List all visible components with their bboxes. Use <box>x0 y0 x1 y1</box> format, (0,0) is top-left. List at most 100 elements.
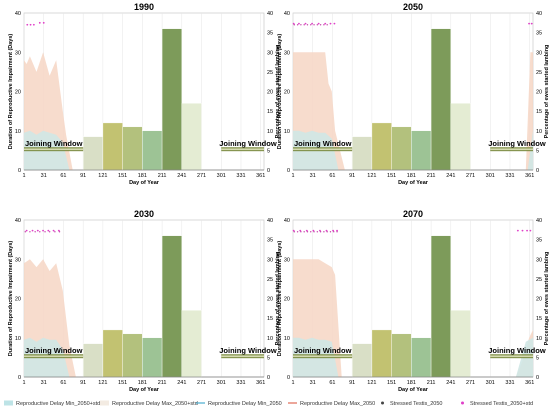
stressed-testis-std-point <box>516 229 519 232</box>
x-tick-label: 31 <box>310 380 316 386</box>
stressed-testis-point <box>310 24 312 26</box>
x-tick-label: 121 <box>98 380 107 386</box>
stressed-testis-std-point <box>52 229 55 232</box>
chart-panel-2070: Joining Window Joining Window 1 31 61 91 121 15… <box>277 209 550 393</box>
x-tick-label: 271 <box>197 380 206 386</box>
y2-tick-label: 15 <box>536 109 542 115</box>
x-tick-label: 151 <box>387 173 396 179</box>
x-tick-label: 241 <box>446 173 455 179</box>
y2-tick-label: 10 <box>267 129 273 135</box>
stressed-testis-point <box>300 24 302 26</box>
y2-tick-label: 15 <box>267 109 273 115</box>
y2-tick-label: 40 <box>267 218 273 224</box>
joining-window-label: Joining Window <box>294 346 352 355</box>
y2-tick-label: 25 <box>536 277 542 283</box>
lambing-bar <box>391 126 412 171</box>
y-tick-label: 0 <box>287 168 290 174</box>
y2-tick-label: 0 <box>536 375 539 381</box>
y2-tick-label: 10 <box>536 336 542 342</box>
x-tick-label: 31 <box>310 173 316 179</box>
chart-title: 2030 <box>134 209 154 219</box>
x-axis-label: Day of Year <box>129 180 160 186</box>
joining-window-label: Joining Window <box>488 346 546 355</box>
lambing-bar <box>161 235 183 378</box>
stressed-testis-point <box>303 24 305 26</box>
stressed-testis-point <box>293 231 296 233</box>
y2-axis-label: Percentage of ewes started lambing <box>544 45 550 139</box>
stressed-testis-std-point <box>304 22 307 25</box>
y2-tick-label: 40 <box>536 218 542 224</box>
x-tick-label: 301 <box>217 173 226 179</box>
x-tick-label: 121 <box>367 173 376 179</box>
stressed-testis-std-point <box>332 229 335 232</box>
joining-window-highlight <box>24 355 84 357</box>
reproductive-delay-min-std-band <box>293 130 533 170</box>
y-axis-label: Duration of Reproductive Impairment (Day… <box>277 34 283 150</box>
y2-tick-label: 10 <box>536 129 542 135</box>
stressed-testis-point <box>300 231 302 233</box>
y2-tick-label: 20 <box>267 90 273 96</box>
y-tick-label: 30 <box>15 50 21 56</box>
x-tick-label: 151 <box>387 380 396 386</box>
lambing-bar <box>411 337 432 378</box>
x-tick-label: 331 <box>505 380 514 386</box>
x-tick-label: 1 <box>291 380 294 386</box>
lambing-bar <box>181 103 202 171</box>
x-tick-label: 1 <box>291 173 294 179</box>
stressed-testis-std-point <box>528 22 530 25</box>
stressed-testis-std-point <box>317 22 320 25</box>
y2-tick-label: 0 <box>536 168 539 174</box>
x-tick-label: 151 <box>118 380 127 386</box>
y-tick-label: 20 <box>15 297 21 303</box>
x-tick-label: 61 <box>60 380 66 386</box>
joining-window-highlight <box>293 355 353 357</box>
stressed-testis-point <box>319 24 322 26</box>
y2-axis-label: Percentage of ewes started lambing <box>544 252 550 346</box>
x-tick-label: 121 <box>367 380 376 386</box>
x-tick-label: 1 <box>22 173 25 179</box>
stressed-testis-point <box>296 231 299 233</box>
lambing-bar <box>142 130 163 171</box>
y-tick-label: 10 <box>284 336 290 342</box>
x-tick-label: 61 <box>329 173 335 179</box>
stressed-testis-std-point <box>329 22 332 25</box>
x-tick-label: 271 <box>197 173 206 179</box>
chart-panel-1990: Joining Window Joining Window 1 31 61 91 121 15… <box>8 2 281 186</box>
lambing-bar <box>122 333 143 378</box>
stressed-testis-std-point <box>312 229 315 232</box>
stressed-testis-std-point <box>530 22 533 25</box>
x-tick-label: 271 <box>466 173 475 179</box>
lambing-bar <box>82 136 104 171</box>
lambing-bar <box>82 343 104 378</box>
stressed-testis-std-point <box>38 21 41 24</box>
x-tick-label: 31 <box>41 173 47 179</box>
stressed-testis-point <box>306 24 309 26</box>
chart-title: 2050 <box>403 2 423 12</box>
stressed-testis-point <box>24 231 27 233</box>
stressed-testis-std-point <box>521 229 524 232</box>
stressed-testis-std-point <box>32 23 35 26</box>
y-tick-label: 20 <box>284 297 290 303</box>
y2-tick-label: 35 <box>536 238 542 244</box>
x-tick-label: 181 <box>407 173 416 179</box>
joining-window-highlight <box>221 148 264 150</box>
y-tick-label: 40 <box>15 218 21 224</box>
y-tick-label: 40 <box>15 11 21 17</box>
stressed-testis-std-point <box>526 229 528 232</box>
y-tick-label: 30 <box>284 257 290 263</box>
lambing-bar <box>161 28 183 171</box>
joining-window-label: Joining Window <box>219 139 277 148</box>
stressed-testis-std-point <box>324 22 327 25</box>
stressed-testis-point <box>310 231 312 233</box>
x-tick-label: 211 <box>158 173 167 179</box>
joining-window-label: Joining Window <box>25 139 83 148</box>
x-tick-label: 91 <box>349 380 355 386</box>
y2-tick-label: 35 <box>267 238 273 244</box>
x-tick-label: 301 <box>486 173 495 179</box>
y2-tick-label: 5 <box>536 148 539 154</box>
x-tick-label: 151 <box>118 173 127 179</box>
stressed-testis-std-point <box>299 229 302 232</box>
x-tick-label: 211 <box>427 173 436 179</box>
y2-tick-label: 40 <box>267 11 273 17</box>
x-tick-label: 361 <box>525 173 534 179</box>
